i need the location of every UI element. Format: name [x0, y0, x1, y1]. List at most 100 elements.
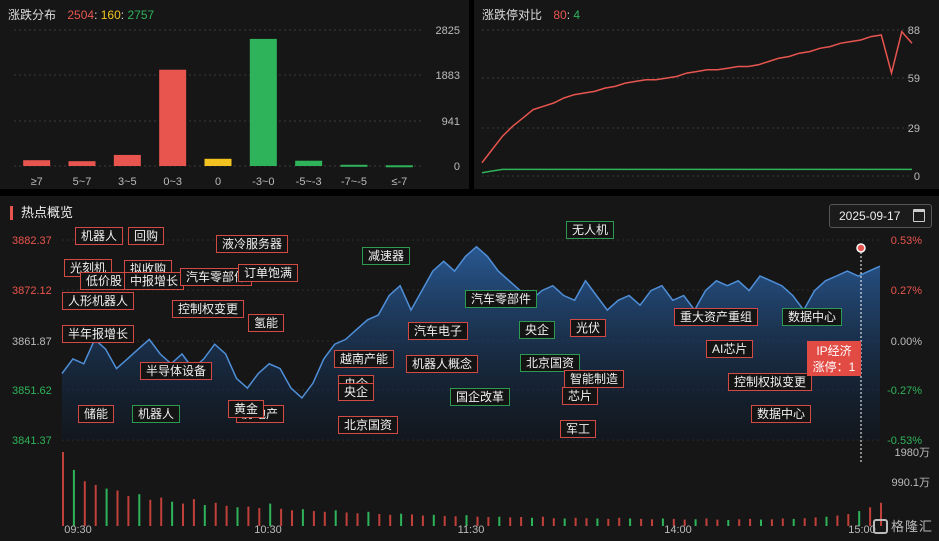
volume-bar: [116, 490, 119, 526]
tag-26[interactable]: 国企改革: [450, 388, 511, 406]
volume-bar: [716, 519, 719, 526]
limit-y-tick: 0: [914, 171, 920, 183]
volume-bar: [192, 499, 195, 526]
pct-tick: -0.53%: [887, 435, 922, 447]
tag-2[interactable]: 液冷服务器: [216, 235, 289, 253]
pct-tick: 0.27%: [891, 285, 922, 297]
date-value: 2025-09-17: [839, 209, 901, 223]
tag-30[interactable]: 光伏: [570, 319, 607, 337]
tag-18[interactable]: 减速器: [362, 247, 411, 265]
time-tick: 11:30: [458, 524, 485, 536]
tag-36[interactable]: 控制权拟变更: [728, 373, 813, 391]
logo-text: 格隆汇: [890, 519, 933, 534]
tag-11[interactable]: 氢能: [248, 314, 285, 332]
tag-0[interactable]: 机器人: [75, 227, 124, 245]
tag-14[interactable]: 储能: [78, 405, 115, 423]
limit-title: 涨跌停对比: [482, 8, 543, 22]
date-picker[interactable]: 2025-09-17: [829, 204, 932, 228]
volume-bar: [585, 518, 588, 526]
tag-5[interactable]: 低价股: [80, 272, 129, 290]
dist-bar: [340, 164, 368, 167]
dist-x-tick: -7~-5: [341, 176, 367, 188]
tag-37[interactable]: 数据中心: [782, 308, 843, 326]
hot-title: 热点概览: [10, 206, 73, 220]
ip-economy-label: IP经济: [816, 344, 852, 358]
volume-bar: [291, 510, 293, 526]
volume-bar: [858, 511, 861, 526]
distribution-chart: 2825 1883 941 0 ≥7 5~7 3~5 0~3 0 -3~0 -5~-3 -7~-5 ≤-…: [14, 25, 460, 188]
tag-19[interactable]: 越南产能: [334, 350, 395, 368]
volume-bar: [443, 515, 446, 526]
volume-bar: [378, 514, 381, 526]
limit-y-tick: 88: [908, 25, 920, 37]
volume-bar: [62, 452, 64, 526]
volume-bar: [214, 502, 217, 526]
tag-12[interactable]: 半年报增长: [62, 325, 135, 343]
tag-31[interactable]: 智能制造: [564, 370, 625, 388]
limit-title-row: 涨跌停对比 80: 4: [482, 6, 580, 23]
volume-bar: [640, 518, 643, 526]
tag-6[interactable]: 中报增长: [124, 272, 185, 290]
volume-bar: [236, 507, 239, 526]
up-limit-count: 80: [553, 8, 567, 22]
tag-25[interactable]: 汽车零部件: [465, 290, 538, 308]
dist-bar: [68, 161, 96, 166]
dist-y-tick: 0: [454, 161, 460, 173]
volume-bar: [312, 511, 315, 526]
tag-35[interactable]: AI芯片: [706, 340, 754, 358]
volume-bar: [574, 517, 577, 526]
volume-bar: [149, 499, 152, 526]
volume-bar: [334, 510, 337, 526]
volume-bar: [367, 511, 370, 526]
tag-24[interactable]: 机器人概念: [406, 355, 479, 373]
tag-32[interactable]: 芯片: [562, 387, 599, 405]
sep-1: :: [94, 8, 98, 22]
time-tick: 09:30: [64, 524, 92, 536]
volume-bar: [661, 518, 664, 526]
volume-bar: [738, 519, 741, 526]
tag-9[interactable]: 人形机器人: [62, 292, 135, 310]
volume-bar: [400, 513, 403, 526]
tag-28[interactable]: 北京国资: [520, 354, 581, 372]
volume-bar: [563, 518, 566, 526]
time-tick: 14:00: [664, 524, 692, 536]
vol-tick: 1980万: [895, 447, 930, 459]
tag-1[interactable]: 回购: [128, 227, 165, 245]
tag-8[interactable]: 订单饱满: [238, 264, 299, 282]
volume-bar: [476, 516, 479, 526]
tag-33[interactable]: 军工: [560, 420, 597, 438]
tag-13[interactable]: 半导体设备: [140, 362, 213, 380]
time-tick: 15:00: [848, 524, 876, 536]
pct-tick: -0.27%: [887, 385, 922, 397]
tag-27[interactable]: 央企: [519, 321, 556, 339]
price-tick: 3872.12: [12, 285, 52, 297]
volume-bar: [94, 484, 97, 526]
dist-x-tick: ≤-7: [391, 176, 407, 188]
tag-23[interactable]: 汽车电子: [408, 322, 469, 340]
volume-bar: [672, 518, 675, 526]
dist-y-tick: 2825: [436, 25, 460, 37]
volume-bar: [770, 519, 773, 526]
volume-bar: [127, 496, 130, 526]
volume-bar: [880, 502, 882, 526]
tag-38[interactable]: 数据中心: [751, 405, 812, 423]
logo-icon: [872, 519, 888, 534]
tag-29[interactable]: 无人机: [566, 221, 615, 239]
ip-economy-callout[interactable]: IP经济 涨停：1: [807, 341, 861, 376]
volume-bar: [389, 514, 392, 526]
flat-count: 160: [100, 8, 121, 22]
tag-15[interactable]: 机器人: [132, 405, 181, 423]
tag-17[interactable]: 黄金: [228, 400, 265, 418]
tag-10[interactable]: 控制权变更: [172, 300, 245, 318]
tag-34[interactable]: 重大资产重组: [674, 308, 759, 326]
limit-y-tick: 59: [908, 73, 920, 85]
ip-marker-dot: [856, 243, 866, 253]
calendar-icon: [913, 209, 925, 222]
tag-21[interactable]: 央企: [338, 383, 375, 401]
volume-bar: [83, 481, 86, 526]
sep-2: :: [120, 8, 125, 22]
dist-bar: [23, 160, 51, 166]
tag-22[interactable]: 北京国资: [338, 416, 399, 434]
volume-bar: [683, 519, 686, 526]
dist-bar: [249, 38, 277, 167]
